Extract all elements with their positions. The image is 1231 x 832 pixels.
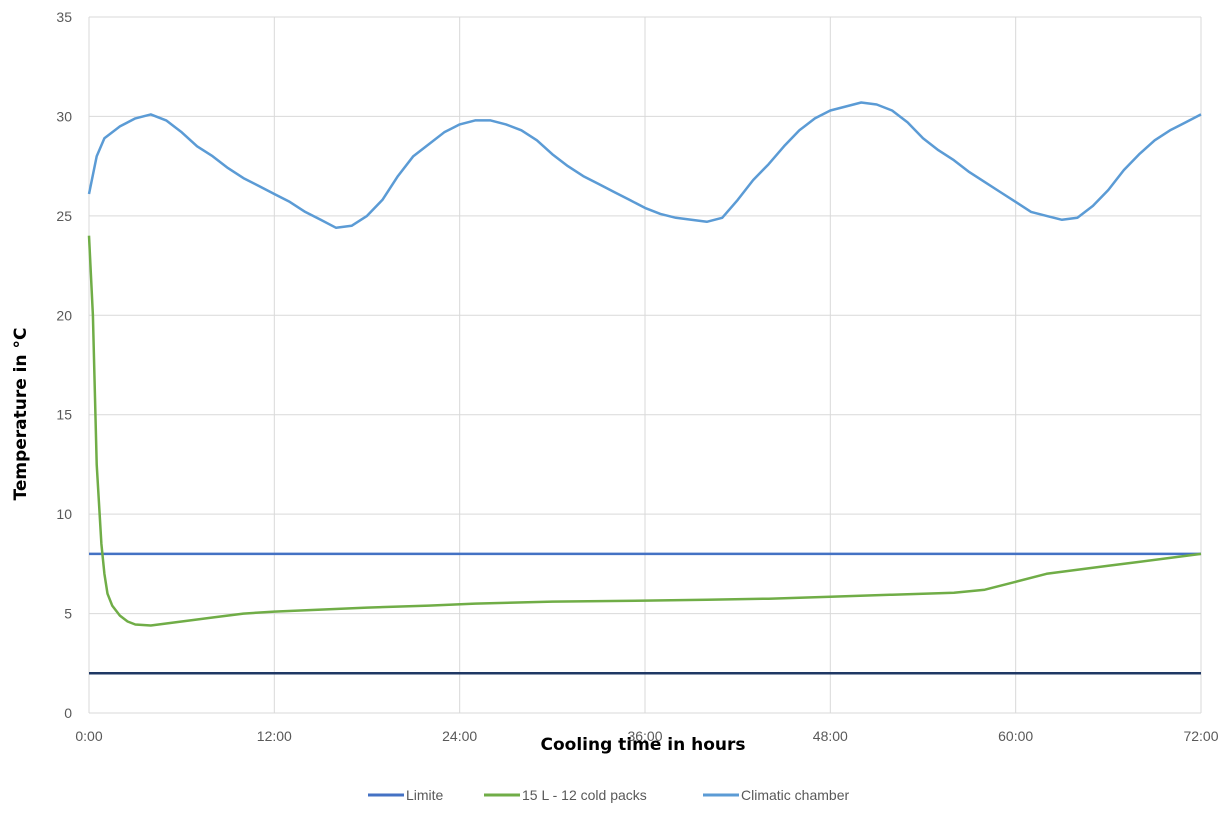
x-tick-label: 72:00 [1183, 728, 1218, 744]
legend-label: Limite [406, 787, 444, 803]
x-tick-label: 12:00 [257, 728, 292, 744]
y-axis-title: Temperature in °C [11, 327, 31, 500]
y-tick-label: 5 [64, 606, 72, 622]
x-tick-label: 60:00 [998, 728, 1033, 744]
y-tick-label: 15 [56, 407, 72, 423]
legend-label: Climatic chamber [741, 787, 849, 803]
series-line-climatic-chamber [87, 101, 1202, 230]
y-tick-label: 30 [56, 108, 72, 124]
x-tick-label: 36:00 [627, 728, 662, 744]
y-tick-label: 20 [56, 307, 72, 323]
series-lines [87, 101, 1202, 675]
x-tick-label: 48:00 [813, 728, 848, 744]
y-axis-ticks: 0 5 10 15 20 25 30 35 [56, 9, 72, 721]
series-line-15-l-12-cold-packs [87, 235, 1202, 627]
grid [88, 16, 1202, 714]
y-tick-label: 10 [56, 506, 72, 522]
x-tick-label: 24:00 [442, 728, 477, 744]
legend-label: 15 L - 12 cold packs [522, 787, 647, 803]
x-axis-title: Cooling time in hours [540, 735, 745, 755]
y-tick-label: 0 [64, 705, 72, 721]
x-axis-ticks: 0:00 12:00 24:00 36:00 48:00 60:00 72:00 [75, 728, 1218, 744]
y-tick-label: 25 [56, 208, 72, 224]
y-tick-label: 35 [56, 9, 72, 25]
x-tick-label: 0:00 [75, 728, 102, 744]
legend: Limite 15 L - 12 cold packs Climatic chamb… [368, 787, 849, 803]
